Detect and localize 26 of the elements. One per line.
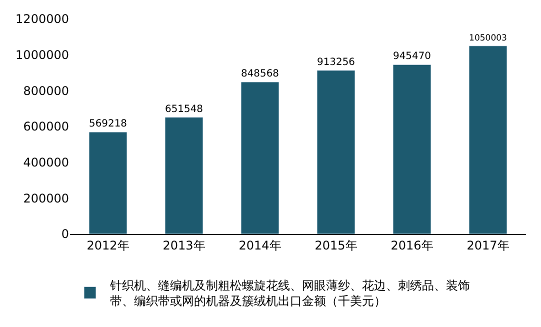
data-label: 651548	[165, 104, 203, 115]
data-label: 1050003	[469, 34, 507, 44]
bar	[316, 70, 356, 234]
bar	[392, 64, 432, 234]
y-tick-label: 400000	[23, 156, 69, 170]
legend-label: 针织机、缝编机及制粗松螺旋花线、网眼薄纱、花边、刺绣品、装饰带、编织带或网的机器及簇绒机出口金额（千美元）	[109, 278, 470, 308]
data-label: 848568	[241, 68, 279, 80]
y-tick-label: 600000	[23, 120, 69, 134]
x-tick-label: 2017年	[466, 238, 510, 252]
data-label: 945470	[393, 51, 431, 62]
y-tick-label: 1000000	[16, 48, 69, 62]
bar	[468, 46, 508, 234]
bar	[88, 132, 128, 234]
y-tick-label: 800000	[23, 84, 69, 98]
bar	[240, 82, 280, 234]
data-label: 913256	[317, 56, 355, 68]
y-tick-label: 1200000	[16, 12, 69, 26]
y-tick-label: 200000	[23, 191, 69, 206]
y-tick-label: 0	[61, 227, 69, 242]
x-tick-label: 2015年	[314, 238, 358, 252]
x-tick-label: 2016年	[390, 238, 434, 252]
x-tick-label: 2013年	[162, 238, 206, 252]
x-tick-label: 2014年	[238, 238, 282, 252]
x-tick-label: 2012年	[86, 238, 130, 252]
data-label: 569218	[89, 118, 127, 130]
bar	[164, 117, 204, 234]
